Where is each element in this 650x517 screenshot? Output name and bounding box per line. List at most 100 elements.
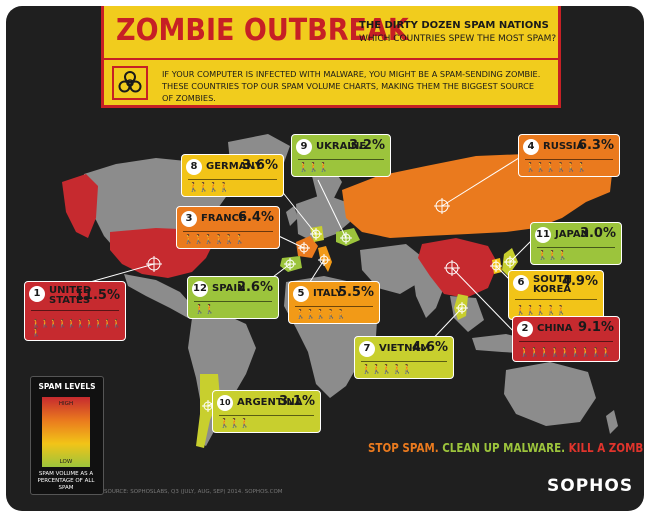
- rank-badge: 8: [186, 159, 202, 175]
- country-name: FRANCE: [201, 213, 246, 224]
- label-divider: [515, 299, 597, 300]
- country-label-vietnam: 7 VIETNAM 4.6% 🚶🚶🚶🚶🚶: [354, 336, 454, 379]
- country-label-china: 2 CHINA 9.1% 🚶🚶🚶🚶🚶🚶🚶🚶🚶: [512, 316, 620, 362]
- label-divider: [519, 341, 613, 342]
- label-divider: [295, 306, 373, 307]
- country-name: VIETNAM: [379, 343, 431, 354]
- country-name: SPAIN: [212, 283, 246, 294]
- country-label-japan: 11 JAPAN 3.0% 🚶🚶🚶: [530, 222, 622, 265]
- target-markers: [146, 198, 516, 412]
- biohazard-icon: [112, 66, 148, 100]
- zombie-figures-icon: 🚶🚶🚶: [298, 163, 330, 173]
- country-name: SOUTH KOREA: [533, 274, 573, 295]
- land-uk: [286, 206, 298, 226]
- slogan-part-1: STOP SPAM.: [368, 441, 439, 455]
- connector-china: [451, 267, 519, 337]
- country-percent: 6.4%: [237, 210, 274, 225]
- country-percent: 2.6%: [236, 280, 273, 295]
- country-percent: 4.6%: [411, 340, 448, 355]
- country-label-france: 3 FRANCE 6.4% 🚶🚶🚶🚶🚶🚶: [176, 206, 280, 249]
- connector-ukraine: [317, 179, 347, 239]
- land-europe: [296, 194, 350, 242]
- label-divider: [219, 415, 314, 416]
- target-usa-icon: [146, 256, 162, 272]
- rank-badge: 3: [181, 211, 197, 227]
- rank-badge: 7: [359, 341, 375, 357]
- target-korea-icon: [490, 260, 502, 272]
- rank-badge: 1: [29, 286, 45, 302]
- label-divider: [194, 301, 272, 302]
- country-label-united-states: 1 UNITED STATES 11.5% 🚶🚶🚶🚶🚶🚶🚶🚶🚶🚶 🚶: [24, 281, 126, 341]
- country-label-argentina: 10 ARGENTINA 3.1% 🚶🚶🚶: [212, 390, 321, 433]
- zombie-figures-icon: 🚶🚶🚶🚶🚶🚶: [525, 163, 587, 173]
- country-percent: 3.6%: [241, 158, 278, 173]
- legend-high-label: HIGH: [58, 401, 74, 407]
- country-name: GERMANY: [206, 161, 263, 172]
- country-percent: 5.5%: [337, 285, 374, 300]
- country-percent: 3.1%: [278, 394, 315, 409]
- rank-badge: 12: [192, 281, 208, 297]
- country-percent: 9.1%: [577, 320, 614, 335]
- target-spain-icon: [284, 258, 296, 270]
- land-italy: [318, 246, 332, 272]
- zombie-figures-icon: 🚶🚶: [194, 305, 215, 315]
- connector-russia: [441, 155, 523, 207]
- legend-gradient-bar: [42, 397, 90, 467]
- header-divider: [104, 58, 558, 60]
- label-divider: [31, 310, 119, 311]
- land-australia: [504, 362, 596, 426]
- country-label-italy: 5 ITALY 5.5% 🚶🚶🚶🚶🚶: [288, 281, 380, 324]
- zombie-figures-icon: 🚶🚶🚶: [537, 251, 569, 261]
- land-france: [296, 236, 318, 258]
- zombie-figures-icon: 🚶🚶🚶: [219, 419, 251, 429]
- rank-badge: 6: [513, 275, 529, 291]
- zombie-figures-icon: 🚶🚶🚶🚶🚶🚶🚶🚶🚶: [519, 348, 612, 358]
- land-vietnam: [454, 294, 468, 320]
- zombie-figures-icon: 🚶🚶🚶🚶: [188, 183, 230, 193]
- connector-japan: [509, 239, 533, 263]
- country-label-germany: 8 GERMANY 3.6% 🚶🚶🚶🚶: [181, 154, 284, 197]
- country-percent: 11.5%: [74, 288, 120, 303]
- target-vietnam-icon: [456, 302, 468, 314]
- zombie-figures-icon: 🚶🚶🚶🚶🚶: [361, 365, 413, 375]
- label-divider: [537, 247, 615, 248]
- target-germany-icon: [310, 228, 322, 240]
- country-label-ukraine: 9 UKRAINE 3.2% 🚶🚶🚶: [291, 134, 391, 177]
- country-name: RUSSIA: [543, 141, 585, 152]
- subtitle: THE DIRTY DOZEN SPAM NATIONS: [359, 20, 549, 31]
- zombie-figures-icon: 🚶🚶🚶🚶🚶🚶🚶🚶🚶🚶 🚶: [31, 319, 122, 337]
- land-central-america: [124, 274, 196, 318]
- spam-level-legend: SPAM LEVELS HIGH LOW SPAM VOLUME AS A PE…: [30, 376, 104, 495]
- intro-text: IF YOUR COMPUTER IS INFECTED WITH MALWAR…: [162, 69, 541, 103]
- rank-badge: 11: [535, 227, 551, 243]
- subtitle-question: WHICH COUNTRIES SPEW THE MOST SPAM?: [359, 34, 557, 44]
- country-percent: 6.3%: [577, 138, 614, 153]
- rank-badge: 10: [217, 395, 233, 411]
- target-france-icon: [298, 242, 310, 254]
- country-name: JAPAN: [555, 229, 589, 240]
- rank-badge: 5: [293, 286, 309, 302]
- target-ukraine-icon: [340, 232, 352, 244]
- legend-low-label: LOW: [59, 459, 73, 465]
- land-ukraine: [336, 228, 360, 246]
- slogan: STOP SPAM. CLEAN UP MALWARE. KILL A ZOMB…: [368, 441, 644, 455]
- label-divider: [188, 179, 277, 180]
- target-italy-icon: [318, 254, 330, 266]
- slogan-part-2: CLEAN UP MALWARE.: [442, 441, 566, 455]
- country-name: UKRAINE: [316, 141, 367, 152]
- source-note: SOURCE: SOPHOSLABS, Q3 (JULY, AUG, SEP) …: [104, 489, 283, 495]
- zombie-figures-icon: 🚶🚶🚶🚶🚶: [295, 310, 347, 320]
- country-name: CHINA: [537, 323, 573, 334]
- target-russia-icon: [434, 198, 450, 214]
- country-percent: 4.9%: [561, 274, 598, 289]
- zombie-figures-icon: 🚶🚶🚶🚶🚶: [515, 306, 567, 316]
- target-japan-icon: [504, 256, 516, 268]
- country-percent: 3.2%: [348, 138, 385, 153]
- legend-description: SPAM VOLUME AS A PERCENTAGE OF ALL SPAM: [37, 471, 95, 491]
- rank-badge: 2: [517, 321, 533, 337]
- sophos-logo: SOPHOS: [547, 476, 634, 496]
- land-new-zealand: [606, 410, 618, 434]
- land-alaska: [62, 174, 98, 238]
- country-percent: 3.0%: [579, 226, 616, 241]
